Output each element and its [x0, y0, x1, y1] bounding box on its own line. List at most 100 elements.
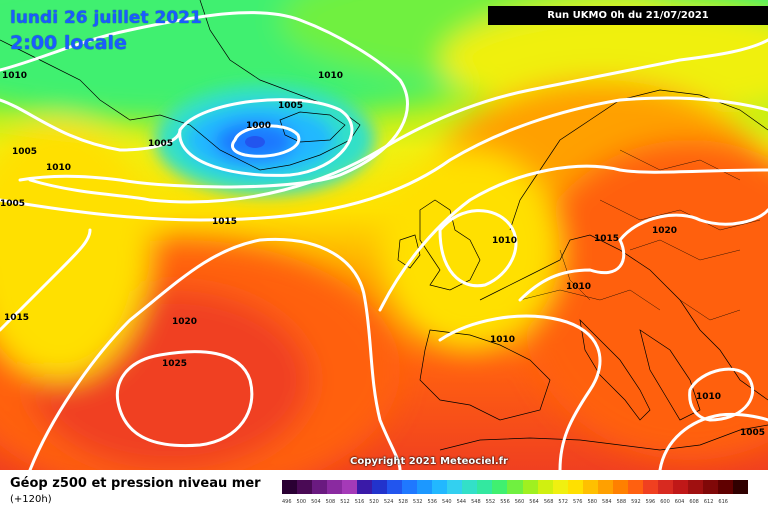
isobar-label: 1020: [652, 226, 677, 236]
isobar-1010-north: [0, 11, 409, 189]
isobar-1000: [231, 124, 301, 158]
scale-swatch: [657, 480, 673, 494]
isobar-1010-southeast: [688, 367, 754, 422]
greenland-coast: [0, 0, 361, 171]
weather-map: 1010 1010 1005 1000 1005 1005 1010 1005 …: [0, 0, 768, 470]
north-africa-coast: [439, 424, 768, 451]
isobar-label: 1020: [172, 317, 197, 327]
isobar-1005-low: [178, 98, 354, 177]
isobar-label: 1010: [490, 335, 515, 345]
scale-label: 504: [311, 499, 321, 505]
isobar-1015-left: [0, 228, 92, 332]
scale-swatch: [522, 480, 538, 494]
run-info-badge: Run UKMO 0h du 21/07/2021: [488, 6, 768, 25]
isobar-label: 1010: [318, 71, 343, 81]
scale-label: 616: [718, 499, 728, 505]
geopotential-field: [0, 0, 768, 470]
scale-label: 560: [514, 499, 525, 505]
scale-label: 540: [442, 499, 452, 505]
scale-label: 528: [398, 499, 408, 505]
isobar-label: 1005: [740, 428, 765, 438]
scale-swatch: [537, 480, 553, 494]
scale-swatch: [357, 480, 373, 494]
scale-swatch: [507, 480, 523, 494]
isobar-label: 1010: [46, 163, 71, 173]
isobars: [0, 11, 768, 470]
isobar-1005-southeast: [658, 412, 768, 470]
scale-label: 592: [631, 499, 641, 505]
isobar-label: 1025: [162, 359, 187, 369]
isobar-label: 1010: [492, 236, 517, 246]
scale-label: 568: [543, 499, 554, 505]
legend-footer: Géop z500 et pression niveau mer (+120h)…: [0, 470, 768, 512]
scale-swatch: [447, 480, 463, 494]
isobar-1015-east: [378, 164, 768, 312]
scale-swatch: [342, 480, 358, 494]
scale-label: 608: [689, 499, 699, 505]
scale-label: 576: [572, 499, 583, 505]
isobar-1010-south: [438, 314, 602, 470]
isobar-label: 1000: [246, 121, 271, 131]
scale-label: 580: [587, 499, 598, 505]
ireland-coast: [397, 234, 421, 269]
isobar-1010-europe: [518, 238, 626, 302]
scale-label: 548: [471, 499, 481, 505]
scale-swatch: [477, 480, 493, 494]
scale-swatch: [312, 480, 328, 494]
italy-coast: [579, 318, 651, 421]
isobar-1005-west: [0, 98, 182, 152]
scale-swatch: [372, 480, 388, 494]
scale-label: 596: [645, 499, 656, 505]
scale-swatch: [417, 480, 433, 494]
scale-label: 524: [383, 499, 394, 505]
scale-label: 584: [602, 499, 612, 505]
scale-label: 556: [500, 499, 510, 505]
isobar-1020-anticyclone: [28, 237, 402, 470]
iberia-coast: [419, 329, 551, 421]
scale-label: 604: [674, 499, 685, 505]
copyright-text: Copyright 2021 Meteociel.fr: [350, 456, 508, 467]
map-title: Géop z500 et pression niveau mer: [10, 476, 261, 491]
forecast-lead-time: (+120h): [10, 494, 52, 505]
balkan-coast: [639, 329, 701, 421]
iceland-coast: [279, 111, 346, 143]
isobar-1010-uk: [438, 209, 518, 288]
scale-label: 564: [529, 499, 539, 505]
forecast-time: 2:00 locale: [10, 32, 127, 54]
scale-swatch: [387, 480, 403, 494]
low-center: [245, 136, 265, 148]
scale-swatch: [672, 480, 688, 494]
scale-swatch: [567, 480, 583, 494]
scale-label: 544: [456, 499, 467, 505]
isobar-1010-center: [28, 38, 768, 204]
color-scale: [282, 480, 748, 494]
isobar-label: 1015: [212, 217, 237, 227]
isobar-label: 1015: [4, 313, 29, 323]
isobar-1025: [115, 350, 254, 448]
scale-swatch: [462, 480, 478, 494]
isobar-label: 1005: [278, 101, 303, 111]
isobar-label: 1010: [566, 282, 591, 292]
scale-label: 588: [616, 499, 627, 505]
scale-label: 496: [282, 499, 292, 505]
scale-swatch: [702, 480, 718, 494]
british-isles-coast: [419, 199, 481, 291]
scale-label: 500: [296, 499, 307, 505]
isobar-label: 1010: [2, 71, 27, 81]
scale-swatch: [297, 480, 313, 494]
scale-label: 552: [485, 499, 496, 505]
scale-swatch: [642, 480, 658, 494]
scale-label: 516: [354, 499, 365, 505]
scale-label: 508: [325, 499, 336, 505]
scale-swatch: [432, 480, 448, 494]
scale-swatch: [687, 480, 703, 494]
isobar-label: 1005: [12, 147, 37, 157]
isobar-label: 1005: [0, 199, 25, 209]
scale-swatch: [717, 480, 733, 494]
scale-swatch: [327, 480, 343, 494]
isobar-labels: 1010 1010 1005 1000 1005 1005 1010 1005 …: [0, 71, 765, 438]
isobar-1020-north: [618, 208, 768, 242]
scale-swatch: [582, 480, 598, 494]
scale-swatch: [402, 480, 418, 494]
isobar-label: 1005: [148, 139, 173, 149]
